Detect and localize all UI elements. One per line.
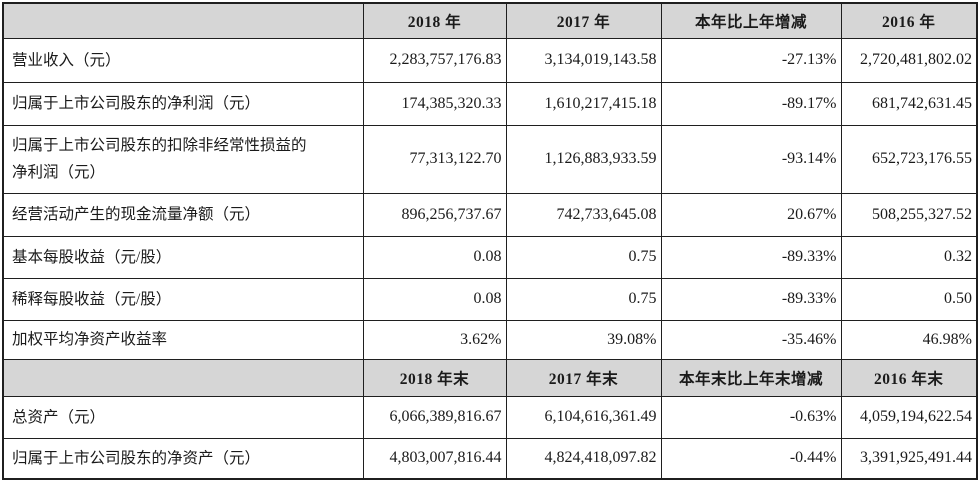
value-2018: 6,066,389,816.67 — [362, 395, 507, 439]
value-2016: 0.50 — [840, 277, 978, 321]
value-2016: 2,720,481,802.02 — [840, 37, 978, 83]
header-metric-blank — [2, 358, 364, 397]
value-2018: 3.62% — [362, 319, 507, 360]
table-row-diluted-eps: 稀释每股收益（元/股） 0.08 0.75 -89.33% 0.50 — [2, 277, 978, 321]
value-change: -27.13% — [660, 37, 842, 83]
table-row-revenue: 营业收入（元） 2,283,757,176.83 3,134,019,143.5… — [2, 37, 978, 83]
table-row-weighted-avg-roe: 加权平均净资产收益率 3.62% 39.08% -35.46% 46.98% — [2, 319, 978, 360]
row-label: 加权平均净资产收益率 — [2, 319, 364, 360]
row-label: 稀释每股收益（元/股） — [2, 277, 364, 321]
value-2018: 2,283,757,176.83 — [362, 37, 507, 83]
header-metric-blank — [2, 2, 364, 39]
header-2016: 2016 年 — [840, 2, 978, 39]
header-2018-eoy: 2018 年末 — [362, 358, 507, 397]
value-change: 20.67% — [660, 192, 842, 237]
row-label: 总资产（元） — [2, 395, 364, 439]
value-change: -35.46% — [660, 319, 842, 360]
value-change: -89.17% — [660, 81, 842, 126]
value-2018: 0.08 — [362, 235, 507, 279]
header-eoy-change: 本年末比上年末增减 — [660, 358, 842, 397]
value-2017: 4,824,418,097.82 — [505, 437, 662, 480]
table-row-net-assets: 归属于上市公司股东的净资产（元） 4,803,007,816.44 4,824,… — [2, 437, 978, 480]
table-row-basic-eps: 基本每股收益（元/股） 0.08 0.75 -89.33% 0.32 — [2, 235, 978, 279]
row-label: 基本每股收益（元/股） — [2, 235, 364, 279]
value-2017: 39.08% — [505, 319, 662, 360]
header-row-annual: 2018 年 2017 年 本年比上年增减 2016 年 — [2, 2, 978, 39]
value-2018: 896,256,737.67 — [362, 192, 507, 237]
value-change: -93.14% — [660, 124, 842, 194]
table-row-net-profit: 归属于上市公司股东的净利润（元） 174,385,320.33 1,610,21… — [2, 81, 978, 126]
value-2016: 508,255,327.52 — [840, 192, 978, 237]
value-2018: 0.08 — [362, 277, 507, 321]
row-label: 归属于上市公司股东的扣除非经常性损益的 净利润（元） — [2, 124, 364, 194]
header-2018: 2018 年 — [362, 2, 507, 39]
row-label: 归属于上市公司股东的净利润（元） — [2, 81, 364, 126]
value-2017: 1,610,217,415.18 — [505, 81, 662, 126]
row-label: 归属于上市公司股东的净资产（元） — [2, 437, 364, 480]
header-row-end-of-year: 2018 年末 2017 年末 本年末比上年末增减 2016 年末 — [2, 358, 978, 397]
value-2016: 4,059,194,622.54 — [840, 395, 978, 439]
row-label: 营业收入（元） — [2, 37, 364, 83]
header-2017-eoy: 2017 年末 — [505, 358, 662, 397]
value-2017: 6,104,616,361.49 — [505, 395, 662, 439]
value-2016: 652,723,176.55 — [840, 124, 978, 194]
value-2017: 0.75 — [505, 235, 662, 279]
value-change: -89.33% — [660, 277, 842, 321]
value-2017: 0.75 — [505, 277, 662, 321]
value-2016: 46.98% — [840, 319, 978, 360]
header-yoy-change: 本年比上年增减 — [660, 2, 842, 39]
header-2016-eoy: 2016 年末 — [840, 358, 978, 397]
value-2018: 4,803,007,816.44 — [362, 437, 507, 480]
value-2018: 77,313,122.70 — [362, 124, 507, 194]
table-row-total-assets: 总资产（元） 6,066,389,816.67 6,104,616,361.49… — [2, 395, 978, 439]
value-2017: 3,134,019,143.58 — [505, 37, 662, 83]
table-row-operating-cash-flow: 经营活动产生的现金流量净额（元） 896,256,737.67 742,733,… — [2, 192, 978, 237]
value-2016: 0.32 — [840, 235, 978, 279]
table-row-net-profit-excl-nonrecurring: 归属于上市公司股东的扣除非经常性损益的 净利润（元） 77,313,122.70… — [2, 124, 978, 194]
value-2017: 742,733,645.08 — [505, 192, 662, 237]
value-2018: 174,385,320.33 — [362, 81, 507, 126]
value-2017: 1,126,883,933.59 — [505, 124, 662, 194]
value-change: -89.33% — [660, 235, 842, 279]
value-2016: 3,391,925,491.44 — [840, 437, 978, 480]
value-change: -0.44% — [660, 437, 842, 480]
row-label: 经营活动产生的现金流量净额（元） — [2, 192, 364, 237]
value-change: -0.63% — [660, 395, 842, 439]
value-2016: 681,742,631.45 — [840, 81, 978, 126]
header-2017: 2017 年 — [505, 2, 662, 39]
